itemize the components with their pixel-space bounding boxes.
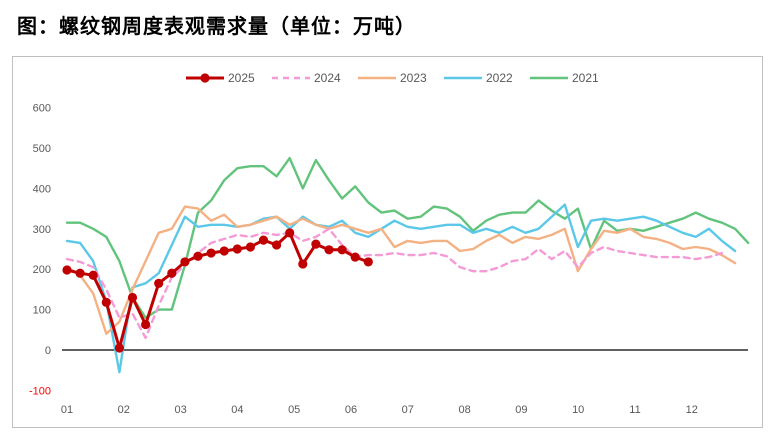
y-tick-label: -100: [29, 385, 51, 397]
x-tick-label: 05: [288, 404, 300, 416]
legend-label-2023: 2023: [400, 71, 427, 85]
x-tick-label: 03: [174, 404, 186, 416]
chart-title: 图：螺纹钢周度表观需求量（单位：万吨）: [17, 14, 416, 38]
x-tick-label: 01: [61, 404, 73, 416]
legend-marker-2025: [200, 73, 210, 83]
legend-item-2023: 2023: [358, 71, 427, 85]
x-tick-label: 12: [686, 404, 698, 416]
data-point-2025: [219, 246, 229, 256]
data-point-2025: [206, 248, 216, 258]
legend-label-2024: 2024: [314, 71, 341, 85]
y-tick-label: 600: [33, 103, 51, 115]
data-point-2025: [141, 319, 151, 330]
x-tick-label: 07: [402, 404, 414, 416]
series-line-2022: [65, 203, 737, 374]
y-tick-label: 500: [33, 143, 51, 155]
data-point-2025: [298, 259, 308, 269]
x-tick-label: 08: [458, 404, 470, 416]
data-point-2025: [167, 268, 177, 278]
data-point-2025: [193, 251, 203, 261]
x-tick-label: 10: [572, 404, 584, 416]
series-line-2023: [65, 205, 737, 335]
x-tick-label: 09: [515, 404, 527, 416]
data-point-2025: [363, 257, 373, 267]
data-point-2025: [285, 228, 295, 238]
data-point-2025: [311, 239, 321, 249]
chart-frame: [12, 56, 763, 428]
data-point-2025: [272, 240, 282, 250]
legend: 2025 2024 2023 2022 2021: [186, 71, 599, 85]
x-axis-ticks: 01 02 03 04 05 06 07 08 09 10 11 12: [61, 404, 698, 416]
y-tick-label: 400: [33, 183, 51, 195]
y-tick-label: 0: [45, 345, 51, 357]
x-tick-label: 11: [629, 404, 640, 416]
data-point-2025: [324, 245, 334, 255]
data-point-2025: [180, 257, 190, 267]
legend-item-2024: 2024: [272, 71, 341, 85]
legend-label-2021: 2021: [572, 71, 599, 85]
data-point-2025: [337, 245, 347, 255]
legend-item-2021: 2021: [530, 71, 599, 85]
data-point-2025: [114, 343, 124, 353]
data-point-2025: [101, 297, 111, 307]
data-point-2025: [75, 268, 85, 278]
y-axis-ticks: 600 500 400 300 200 100 0 -100: [29, 103, 51, 398]
data-point-2025: [245, 242, 255, 252]
y-tick-label: 100: [33, 305, 51, 317]
x-tick-label: 04: [231, 404, 243, 416]
legend-item-2022: 2022: [444, 71, 513, 85]
legend-item-2025: 2025: [186, 71, 255, 85]
series-line-2021: [65, 156, 750, 319]
series-layer: [62, 156, 750, 374]
x-tick-label: 06: [345, 404, 357, 416]
data-point-2025: [127, 292, 138, 303]
x-tick-label: 02: [118, 404, 130, 416]
legend-label-2025: 2025: [228, 71, 255, 85]
data-point-2025: [62, 265, 72, 275]
data-point-2025: [258, 235, 269, 245]
data-point-2025: [88, 270, 98, 280]
data-point-2025: [154, 278, 164, 288]
data-point-2025: [232, 244, 242, 254]
y-tick-label: 300: [33, 224, 51, 236]
legend-label-2022: 2022: [486, 71, 513, 85]
data-point-2025: [350, 252, 360, 262]
y-tick-label: 200: [33, 264, 51, 276]
